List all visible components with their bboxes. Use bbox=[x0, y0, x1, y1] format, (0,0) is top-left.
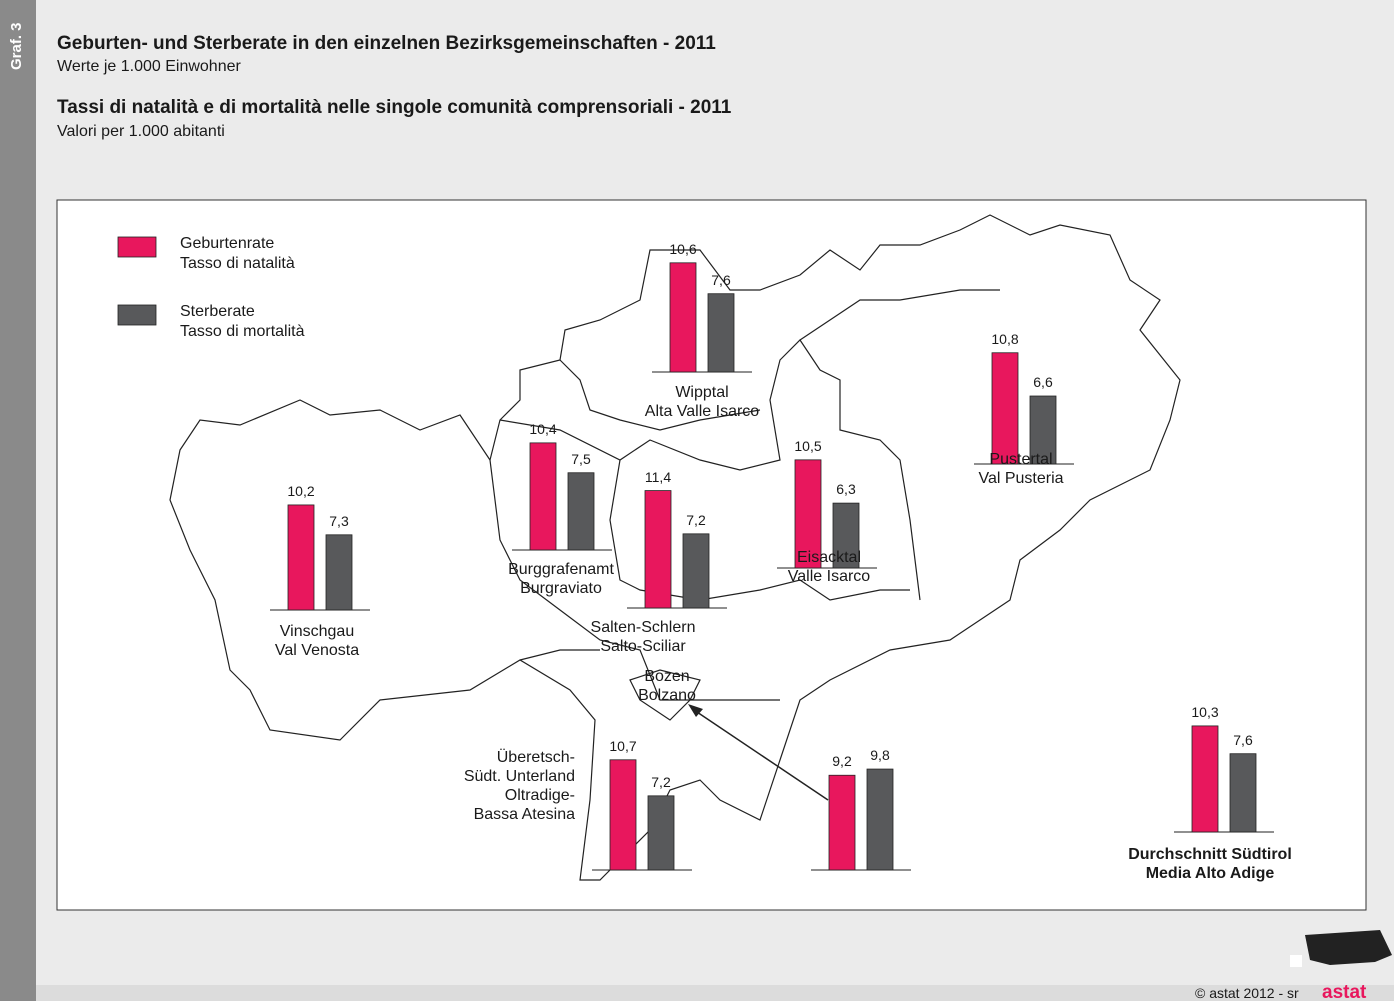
arrow bbox=[693, 709, 829, 801]
category-label: Überetsch- Südt. Unterland Oltradige- Ba… bbox=[463, 749, 575, 823]
footer-band bbox=[36, 985, 1394, 1001]
value-label: 7,2 bbox=[651, 773, 671, 790]
legend-swatch bbox=[117, 304, 157, 326]
category-label: Salten-Schlern Salto-Sciliar bbox=[590, 619, 696, 655]
category-label: Pustertal Val Pusteria bbox=[978, 451, 1064, 487]
chart-subtitle: Valori per 1.000 abitanti bbox=[57, 123, 225, 140]
value-label: 10,4 bbox=[529, 420, 557, 437]
category-label: Bozen Bolzano bbox=[638, 668, 696, 704]
legend-label: Geburtenrate Tasso di natalità bbox=[180, 235, 295, 272]
arrow-head bbox=[688, 704, 703, 717]
value-label: 7,3 bbox=[329, 512, 349, 529]
value-label: 10,8 bbox=[991, 330, 1019, 347]
value-label: 10,3 bbox=[1191, 703, 1219, 720]
bar bbox=[1191, 725, 1219, 833]
value-label: 10,5 bbox=[794, 437, 822, 454]
bar bbox=[794, 459, 822, 569]
legend-label: Sterberate Tasso di mortalità bbox=[180, 303, 305, 340]
category-label: Wipptal Alta Valle Isarco bbox=[644, 384, 760, 420]
bar bbox=[287, 504, 315, 611]
bar bbox=[828, 774, 856, 871]
value-label: 11,4 bbox=[644, 468, 672, 485]
value-label: 7,2 bbox=[686, 511, 706, 528]
category-label: Eisacktal Valle Isarco bbox=[787, 549, 871, 585]
bar bbox=[682, 533, 710, 609]
copyright: © astat 2012 - sr bbox=[1195, 985, 1299, 1001]
category-label: Vinschgau Val Venosta bbox=[274, 623, 360, 659]
graph-label: Graf. 3 bbox=[8, 22, 25, 70]
bar bbox=[325, 534, 353, 611]
logo-mark bbox=[1305, 930, 1392, 965]
value-label: 7,6 bbox=[711, 271, 731, 288]
value-label: 10,6 bbox=[669, 240, 697, 257]
legend-swatch bbox=[117, 236, 157, 258]
bar bbox=[647, 795, 675, 871]
bar bbox=[567, 472, 595, 551]
value-label: 9,2 bbox=[832, 753, 852, 770]
chart-title: Tassi di natalità e di mortalità nelle s… bbox=[57, 97, 732, 118]
bar bbox=[866, 768, 894, 871]
value-label: 7,5 bbox=[571, 450, 591, 467]
value-label: 7,6 bbox=[1233, 731, 1253, 748]
bar bbox=[644, 490, 672, 609]
bar bbox=[1029, 395, 1057, 465]
bar bbox=[991, 352, 1019, 465]
bar bbox=[832, 502, 860, 569]
chart-title: Geburten- und Sterberate in den einzelne… bbox=[57, 33, 716, 54]
value-label: 6,3 bbox=[836, 481, 856, 498]
category-label: Burggrafenamt Burgraviato bbox=[508, 561, 614, 597]
bar bbox=[1229, 753, 1257, 833]
side-strip bbox=[0, 0, 36, 1001]
logo-mark bbox=[1290, 955, 1302, 967]
value-label: 10,7 bbox=[609, 737, 637, 754]
value-label: 10,2 bbox=[287, 482, 315, 499]
bar bbox=[529, 442, 557, 551]
value-label: 9,8 bbox=[870, 747, 890, 764]
bar bbox=[669, 262, 697, 373]
map-outline bbox=[169, 214, 1181, 881]
bar bbox=[609, 759, 637, 871]
category-label: Durchschnitt Südtirol Media Alto Adige bbox=[1128, 846, 1292, 882]
chart-subtitle: Werte je 1.000 Einwohner bbox=[57, 58, 241, 75]
value-label: 6,6 bbox=[1033, 374, 1053, 391]
bar bbox=[707, 293, 735, 373]
logo-text: astat bbox=[1322, 982, 1367, 1001]
